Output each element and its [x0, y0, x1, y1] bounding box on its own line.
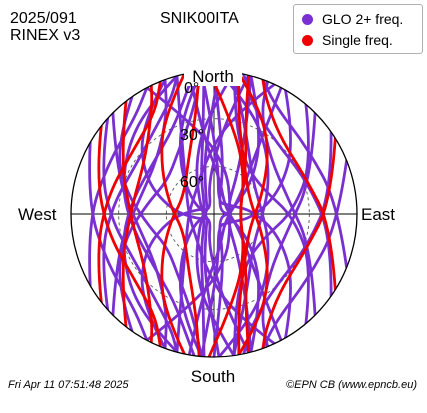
station-name: SNIK00ITA [160, 10, 239, 27]
track-glo-17-1 [187, 86, 283, 357]
elevation-label-30: 30° [180, 127, 204, 144]
track-glo-12-1 [261, 78, 348, 269]
rinex-version: RINEX v3 [10, 27, 81, 44]
track-single-0-0 [160, 72, 201, 357]
legend-label-single: Single freq. [322, 32, 393, 48]
track-glo-13-0 [217, 71, 270, 357]
track-glo-17-0 [187, 71, 283, 342]
track-glo-9-1 [212, 71, 260, 354]
track-single-0-1 [160, 71, 201, 356]
south-label: South [191, 367, 235, 386]
observation-date: 2025/091 [10, 10, 77, 27]
track-single-4-1 [207, 73, 250, 357]
chart-legend: GLO 2+ freq. Single freq. [293, 4, 423, 54]
track-glo-3-0 [175, 83, 276, 354]
track-glo-6-0 [88, 141, 149, 342]
legend-swatch-glo [302, 13, 313, 25]
legend-label-glo: GLO 2+ freq. [322, 11, 404, 27]
credit-text: ©EPN CB (www.epncb.eu) [286, 379, 417, 391]
track-glo-6-1 [88, 86, 149, 287]
west-label: West [18, 205, 57, 224]
track-glo-4-0 [118, 95, 203, 357]
track-single-3-0 [261, 136, 337, 350]
generated-timestamp: Fri Apr 11 07:51:48 2025 [8, 379, 129, 391]
track-glo-11-1 [242, 72, 333, 298]
azimuth-axes [71, 71, 357, 357]
track-glo-9-0 [212, 74, 260, 357]
track-glo-4-1 [118, 71, 203, 333]
east-label: East [361, 205, 395, 224]
north-label: North [192, 67, 234, 86]
track-single-2-1 [237, 71, 269, 357]
track-glo-13-1 [217, 71, 270, 357]
legend-item-single: Single freq. [302, 31, 393, 49]
track-single-2-0 [237, 71, 269, 357]
track-glo-3-1 [175, 74, 276, 345]
track-glo-11-0 [242, 130, 333, 356]
satellite-tracks [88, 71, 348, 357]
elevation-label-0: 0° [184, 80, 199, 97]
track-single-5-0 [121, 99, 154, 344]
north-label-bg [184, 66, 242, 86]
legend-swatch-single [302, 34, 313, 46]
track-single-5-1 [121, 84, 154, 329]
elevation-label-60: 60° [180, 174, 204, 191]
track-glo-1-1 [178, 71, 221, 357]
legend-item-glo: GLO 2+ freq. [302, 10, 403, 28]
track-glo-2-1 [195, 71, 236, 357]
track-single-3-1 [261, 78, 337, 292]
track-glo-2-0 [195, 71, 236, 357]
track-glo-12-0 [261, 159, 348, 350]
